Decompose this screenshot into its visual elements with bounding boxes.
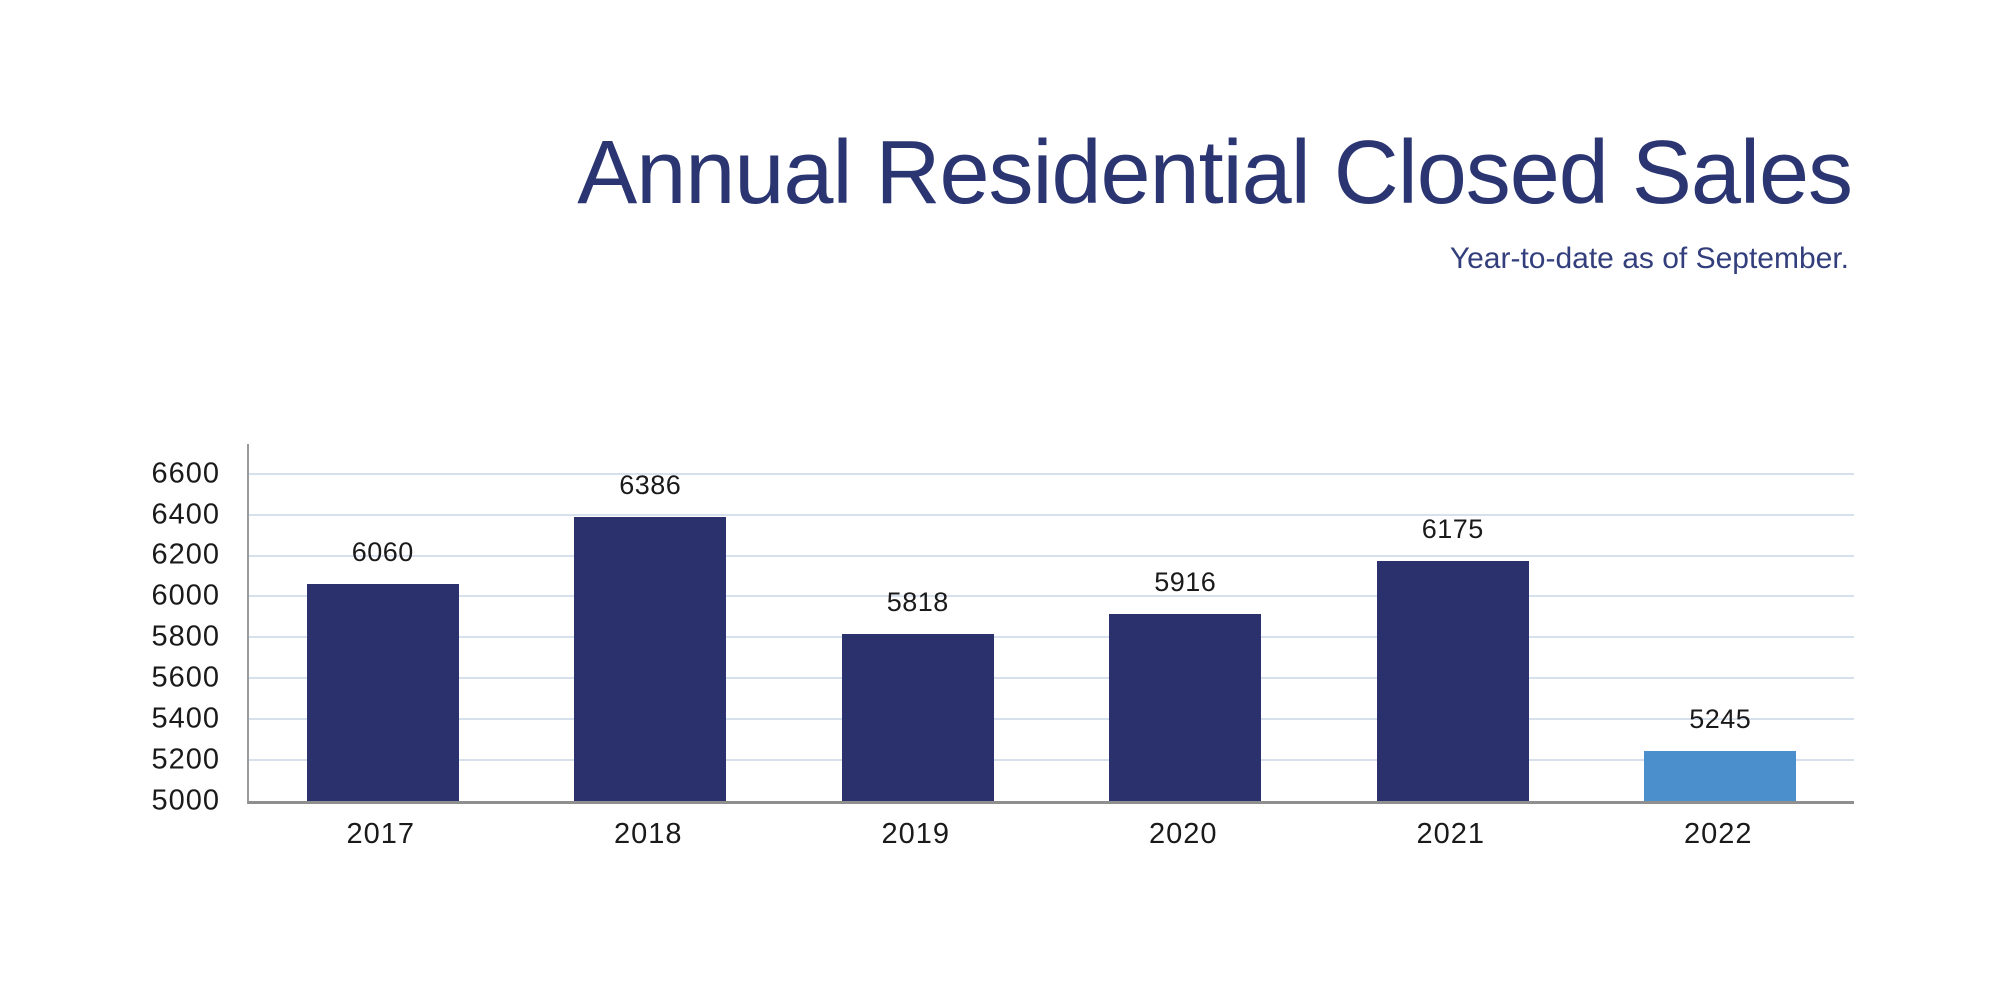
y-tick-label: 6400 [151, 498, 220, 531]
bar-2019 [841, 633, 994, 801]
y-tick-label: 5400 [151, 702, 220, 735]
x-tick-label: 2017 [346, 818, 415, 850]
bar-value-label: 5818 [886, 586, 949, 617]
bar-value-label: 6060 [351, 537, 414, 568]
gridline [249, 718, 1854, 721]
x-tick-label: 2021 [1416, 818, 1485, 850]
gridline [249, 759, 1854, 762]
gridline [249, 636, 1854, 639]
bar-value-label: 6175 [1421, 513, 1484, 544]
y-axis: 5000 5200 5400 5600 5800 6000 6200 6400 6600 [0, 444, 220, 815]
bar-2021 [1376, 560, 1529, 801]
bar-value-label: 5245 [1689, 703, 1752, 734]
bar-value-label: 5916 [1154, 566, 1217, 597]
bar-value-label: 6386 [619, 470, 682, 501]
y-tick-label: 5800 [151, 620, 220, 653]
y-tick-label: 6000 [151, 579, 220, 612]
y-tick-label: 5000 [151, 784, 220, 817]
plot-area: 6060 6386 5818 5916 6175 5245 [247, 444, 1854, 804]
chart-subtitle: Year-to-date as of September. [1449, 242, 1849, 275]
x-tick-label: 2018 [613, 818, 683, 850]
x-tick-label: 2020 [1148, 818, 1218, 850]
x-axis: 2017 2018 2019 2020 2021 2022 [247, 820, 1852, 860]
bar-2020 [1109, 613, 1262, 801]
gridline [249, 677, 1854, 680]
gridline [249, 595, 1854, 598]
gridline [249, 554, 1854, 557]
bar-2017 [306, 584, 459, 801]
bar-2018 [574, 517, 727, 801]
y-tick-label: 6200 [151, 538, 220, 571]
y-tick-label: 6600 [151, 457, 220, 490]
gridline [249, 513, 1854, 516]
x-tick-label: 2022 [1683, 818, 1753, 850]
x-tick-label: 2019 [881, 818, 950, 850]
gridline [249, 472, 1854, 475]
y-tick-label: 5200 [151, 743, 220, 776]
bar-2022 [1644, 750, 1797, 801]
y-tick-label: 5600 [151, 661, 220, 694]
chart-title: Annual Residential Closed Sales [577, 123, 1853, 223]
